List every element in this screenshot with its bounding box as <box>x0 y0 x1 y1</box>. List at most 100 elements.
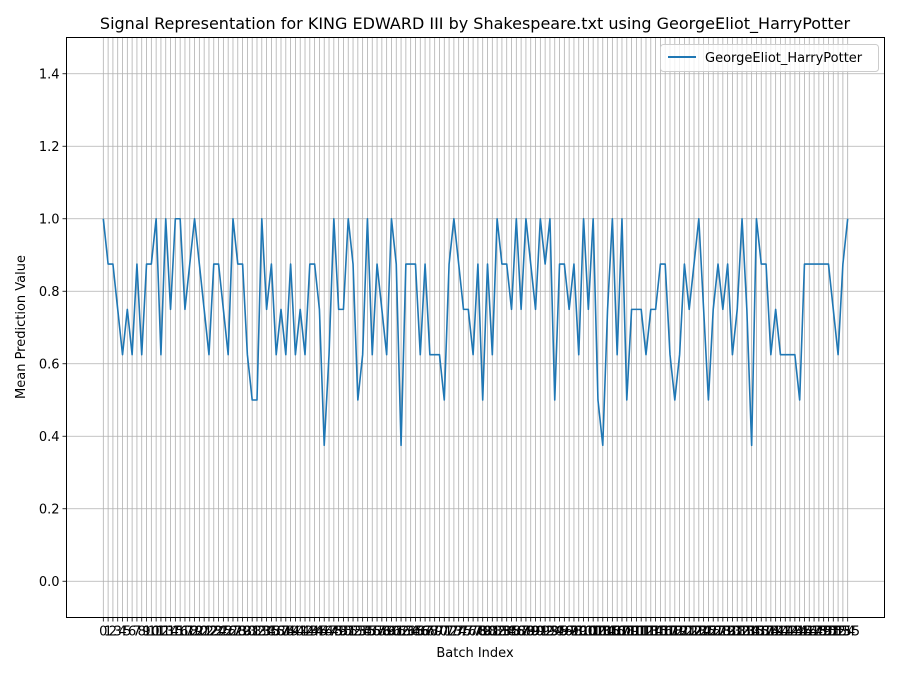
x-tick-label: 28 <box>230 625 247 640</box>
x-tick-label: 83 <box>494 625 511 640</box>
x-tick-label: 13 <box>157 625 174 640</box>
x-tick-label: 148 <box>802 625 827 640</box>
x-tick-label: 80 <box>479 625 496 640</box>
x-tick-label: 23 <box>205 625 222 640</box>
x-gridlines <box>102 37 849 618</box>
legend-box <box>660 44 879 72</box>
y-tick-label: 0.4 <box>39 430 60 445</box>
x-tick-label: 53 <box>350 625 367 640</box>
y-tick-label: 1.4 <box>39 67 60 82</box>
x-tick-label: 82 <box>489 625 506 640</box>
x-tick-label: 48 <box>326 625 343 640</box>
x-tick-label: 54 <box>354 625 371 640</box>
x-tick-label: 74 <box>450 625 467 640</box>
x-tick-label: 85 <box>503 625 520 640</box>
x-tick-label: 44 <box>306 625 323 640</box>
x-tick-label: 96 <box>556 625 573 640</box>
x-tick-label: 67 <box>417 625 434 640</box>
x-tick-label: 149 <box>806 625 831 640</box>
x-tick-label: 29 <box>234 625 251 640</box>
x-tick-label: 47 <box>321 625 338 640</box>
series-line <box>102 217 849 447</box>
x-tick-label: 99 <box>570 625 587 640</box>
x-tick-label: 114 <box>638 625 663 640</box>
x-tick-label: 127 <box>701 625 726 640</box>
x-tick-label: 93 <box>542 625 559 640</box>
x-tick-label: 19 <box>186 625 203 640</box>
x-tick-label: 92 <box>537 625 554 640</box>
x-tick-label: 42 <box>297 625 314 640</box>
x-tick-label: 137 <box>749 625 774 640</box>
x-tick-label: 39 <box>282 625 299 640</box>
x-tick-label: 87 <box>513 625 530 640</box>
x-tick-label: 24 <box>210 625 227 640</box>
x-tick-label: 63 <box>398 625 415 640</box>
x-tick-label: 101 <box>576 625 601 640</box>
x-tick-label: 14 <box>162 625 179 640</box>
x-tick-label: 152 <box>821 625 846 640</box>
x-tick-label: 30 <box>239 625 256 640</box>
x-tick-label: 10 <box>143 625 160 640</box>
x-tick-label: 138 <box>754 625 779 640</box>
x-tick-label: 18 <box>181 625 198 640</box>
x-tick-label: 111 <box>624 625 649 640</box>
x-tick-label: 72 <box>441 625 458 640</box>
x-tick-label: 59 <box>378 625 395 640</box>
y-axis-label: Mean Prediction Value <box>14 255 29 399</box>
x-tick-label: 121 <box>672 625 697 640</box>
x-tick-label: 103 <box>586 625 611 640</box>
x-tick-label: 64 <box>402 625 419 640</box>
x-tick-label: 66 <box>412 625 429 640</box>
x-tick-label: 150 <box>811 625 836 640</box>
x-tick-label: 126 <box>696 625 721 640</box>
x-tick-label: 78 <box>470 625 487 640</box>
x-tick-label: 55 <box>359 625 376 640</box>
x-tick-label: 27 <box>225 625 242 640</box>
y-tick-label: 0.8 <box>39 285 60 300</box>
x-tick-label: 130 <box>715 625 740 640</box>
x-tick-label: 49 <box>330 625 347 640</box>
x-tick-label: 155 <box>835 625 860 640</box>
x-tick-label: 56 <box>364 625 381 640</box>
x-tick-label: 91 <box>532 625 549 640</box>
x-tick-label: 5 <box>123 625 131 640</box>
x-tick-label: 60 <box>383 625 400 640</box>
x-axis-ticks: 0123456789101112131415161718192021222324… <box>99 617 860 640</box>
x-tick-label: 116 <box>648 625 673 640</box>
x-tick-label: 132 <box>725 625 750 640</box>
x-tick-label: 134 <box>734 625 759 640</box>
x-tick-label: 89 <box>522 625 539 640</box>
x-tick-label: 108 <box>610 625 635 640</box>
x-tick-label: 110 <box>619 625 644 640</box>
x-tick-label: 129 <box>710 625 735 640</box>
x-tick-label: 70 <box>431 625 448 640</box>
x-tick-label: 131 <box>720 625 745 640</box>
x-tick-label: 143 <box>778 625 803 640</box>
x-tick-label: 139 <box>758 625 783 640</box>
x-tick-label: 69 <box>426 625 443 640</box>
x-tick-label: 128 <box>706 625 731 640</box>
legend: GeorgeEliot_HarryPotter <box>660 44 879 72</box>
x-tick-label: 144 <box>782 625 807 640</box>
legend-label: GeorgeEliot_HarryPotter <box>705 51 863 66</box>
x-tick-label: 17 <box>177 625 194 640</box>
y-tick-label: 1.0 <box>39 212 60 227</box>
x-tick-label: 12 <box>153 625 170 640</box>
x-tick-label: 71 <box>436 625 453 640</box>
x-tick-label: 37 <box>273 625 290 640</box>
x-tick-label: 2 <box>109 625 117 640</box>
x-tick-label: 112 <box>629 625 654 640</box>
x-tick-label: 141 <box>768 625 793 640</box>
x-tick-label: 107 <box>605 625 630 640</box>
x-tick-label: 88 <box>518 625 535 640</box>
x-tick-label: 90 <box>527 625 544 640</box>
x-tick-label: 125 <box>691 625 716 640</box>
x-tick-label: 26 <box>220 625 237 640</box>
x-tick-label: 50 <box>335 625 352 640</box>
x-tick-label: 146 <box>792 625 817 640</box>
x-tick-label: 61 <box>388 625 405 640</box>
x-tick-label: 32 <box>249 625 266 640</box>
x-tick-label: 76 <box>460 625 477 640</box>
